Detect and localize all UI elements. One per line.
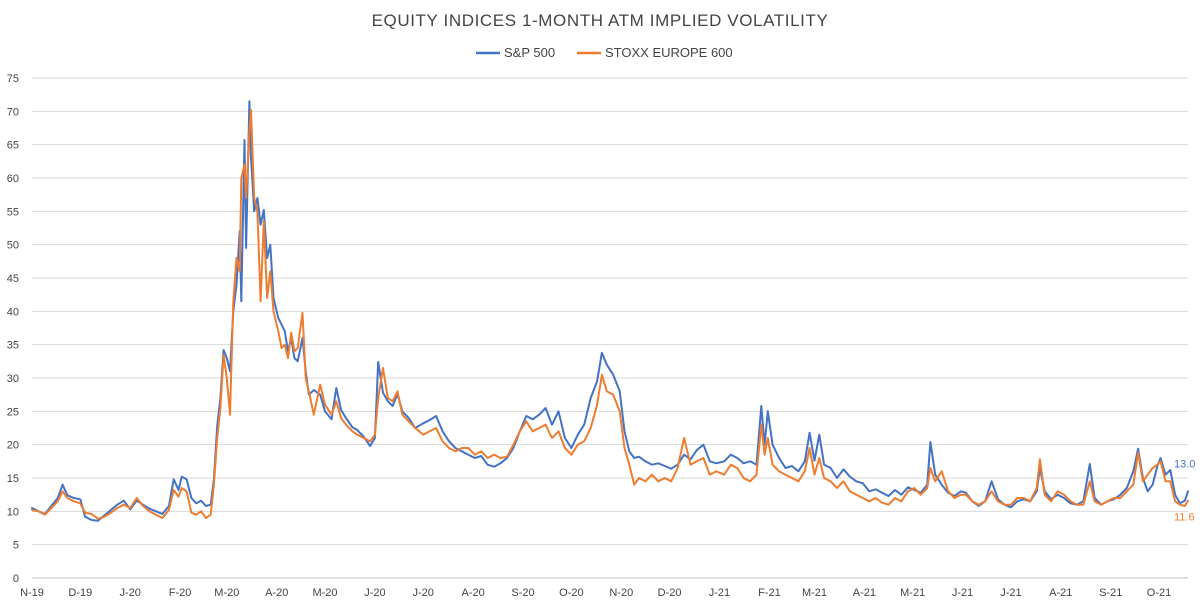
series-line-stoxx600 — [31, 109, 1189, 520]
legend-label-stoxx600: STOXX EUROPE 600 — [605, 45, 733, 60]
y-tick-label: 35 — [7, 340, 19, 352]
x-tick-label: A-20 — [265, 587, 288, 599]
y-tick-label: 65 — [7, 140, 19, 152]
chart-title: EQUITY INDICES 1-MONTH ATM IMPLIED VOLAT… — [372, 11, 829, 30]
x-tick-label: O-21 — [1147, 587, 1171, 599]
x-tick-label: J-21 — [709, 587, 730, 599]
y-tick-label: 0 — [13, 573, 19, 585]
x-tick-label: O-20 — [559, 587, 583, 599]
y-tick-label: 55 — [7, 206, 19, 218]
y-tick-label: 10 — [7, 506, 19, 518]
end-label-stoxx600: 11.6 — [1174, 512, 1195, 524]
y-gridlines — [32, 77, 1188, 579]
y-tick-label: 5 — [13, 540, 19, 552]
y-tick-label: 70 — [7, 106, 19, 118]
x-tick-label: J-20 — [364, 587, 385, 599]
x-tick-label: M-20 — [312, 587, 337, 599]
y-tick-label: 15 — [7, 473, 19, 485]
x-tick-label: M-21 — [900, 587, 925, 599]
legend: S&P 500 STOXX EUROPE 600 — [476, 45, 733, 60]
x-tick-label: J-20 — [120, 587, 141, 599]
series-lines — [31, 100, 1189, 522]
y-tick-label: 30 — [7, 373, 19, 385]
y-axis-ticks: 0 5 10 15 20 25 30 35 40 45 50 55 60 65 70 75 — [7, 73, 19, 585]
y-tick-label: 20 — [7, 440, 19, 452]
x-tick-label: D-20 — [658, 587, 682, 599]
series-line-sp500 — [31, 100, 1189, 522]
x-axis-ticks: N-19 D-19 J-20 F-20 M-20 A-20 M-20 J-20 J-20 A-20… — [20, 587, 1171, 599]
x-tick-label: M-21 — [802, 587, 827, 599]
y-tick-label: 25 — [7, 406, 19, 418]
end-labels: 13.0 11.6 — [1174, 458, 1195, 523]
x-tick-label: S-20 — [511, 587, 534, 599]
y-tick-label: 50 — [7, 240, 19, 252]
y-tick-label: 40 — [7, 306, 19, 318]
y-tick-label: 75 — [7, 73, 19, 85]
x-tick-label: A-21 — [1049, 587, 1072, 599]
x-tick-label: J-21 — [952, 587, 973, 599]
x-tick-label: N-20 — [609, 587, 633, 599]
legend-label-sp500: S&P 500 — [504, 45, 555, 60]
x-tick-label: J-20 — [413, 587, 434, 599]
x-tick-label: F-21 — [758, 587, 781, 599]
x-tick-label: A-21 — [853, 587, 876, 599]
x-tick-label: S-21 — [1099, 587, 1122, 599]
x-tick-label: F-20 — [169, 587, 192, 599]
y-tick-label: 60 — [7, 173, 19, 185]
end-label-sp500: 13.0 — [1174, 458, 1195, 470]
x-tick-label: D-19 — [68, 587, 92, 599]
x-tick-label: M-20 — [214, 587, 239, 599]
x-tick-label: J-21 — [1000, 587, 1021, 599]
x-tick-label: A-20 — [462, 587, 485, 599]
y-tick-label: 45 — [7, 273, 19, 285]
x-tick-label: N-19 — [20, 587, 44, 599]
